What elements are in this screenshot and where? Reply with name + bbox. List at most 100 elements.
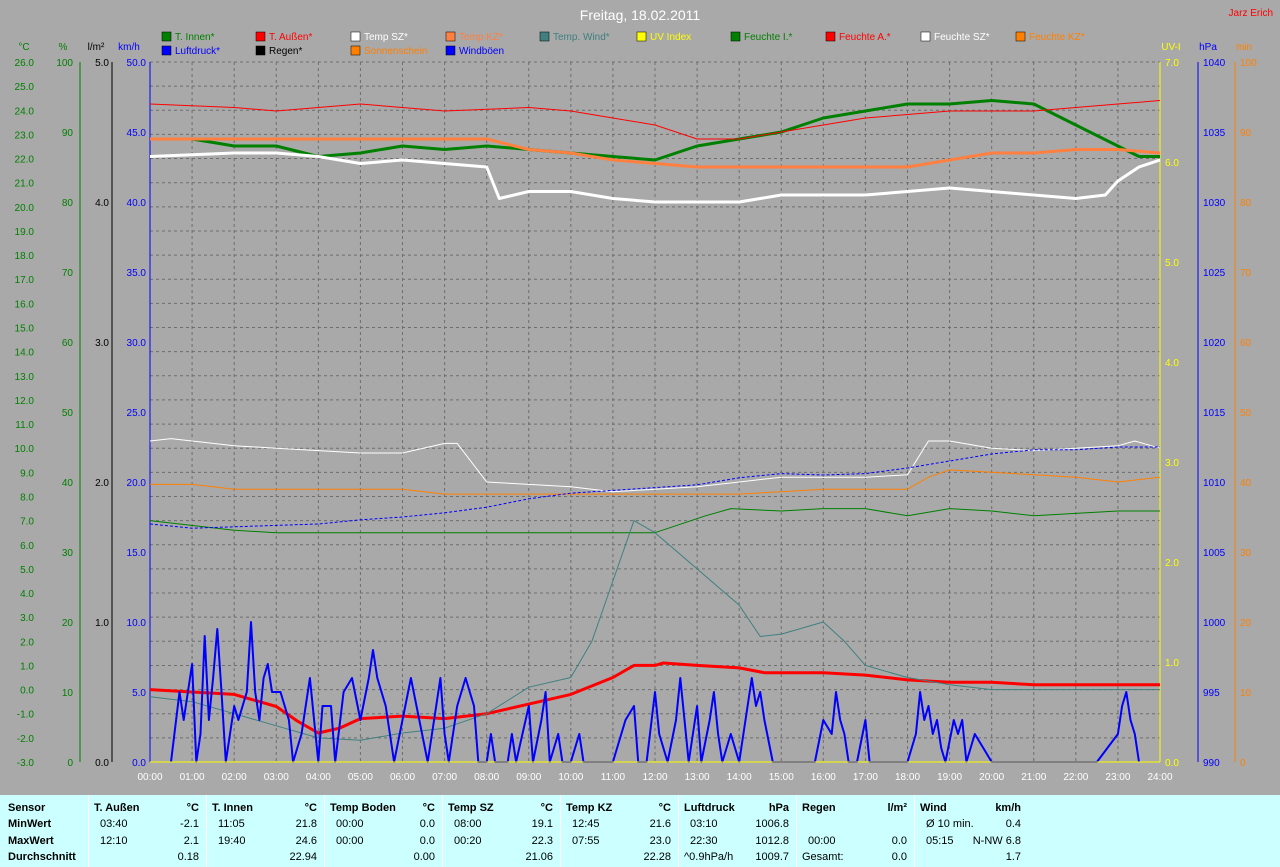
- stats-separator: [796, 795, 797, 867]
- stats-time: 12:45: [572, 818, 600, 830]
- temp-tick-label: 14.0: [15, 348, 35, 359]
- pressure-tick-label: 995: [1203, 688, 1220, 699]
- temp-tick-label: 24.0: [15, 106, 35, 117]
- chart-background: [0, 0, 1280, 795]
- time-tick-label: 16:00: [811, 772, 836, 783]
- wind-tick-label: 5.0: [132, 688, 146, 699]
- sun-tick-label: 20: [1240, 618, 1252, 629]
- temp-tick-label: 18.0: [15, 251, 35, 262]
- stats-value: 21.8: [295, 818, 317, 830]
- pressure-tick-label: 1025: [1203, 268, 1226, 279]
- time-tick-label: 08:00: [474, 772, 499, 783]
- stats-time: 22:30: [690, 835, 718, 847]
- uv-tick-label: 2.0: [1165, 558, 1179, 569]
- stats-value: 2.1: [183, 835, 199, 847]
- temp-tick-label: -3.0: [17, 758, 35, 769]
- humidity-tick-label: 0: [67, 758, 73, 769]
- stats-unit: °C: [304, 802, 317, 814]
- pressure-tick-label: 1010: [1203, 478, 1226, 489]
- stats-table: Sensor MinWert MaxWert Durchschnitt T. A…: [0, 795, 1280, 867]
- stats-total-label: Gesamt:: [802, 851, 844, 863]
- legend-label: Sonnenschein: [364, 46, 427, 57]
- stats-row-avg: Durchschnitt: [8, 851, 76, 863]
- pressure-tick-label: 1000: [1203, 618, 1226, 629]
- wind-tick-label: 50.0: [127, 58, 147, 69]
- stats-unit: hPa: [768, 802, 789, 814]
- stats-unit: °C: [186, 802, 199, 814]
- weather-chart: 26.0 25.0 24.0 23.0 22.0 21.0 20.0 19.0 18.0 17.0…: [0, 0, 1280, 795]
- stats-separator: [206, 795, 207, 867]
- series: [149, 99, 1161, 763]
- stats-time: 03:10: [690, 818, 718, 830]
- stats-time: 00:00: [336, 818, 364, 830]
- grid: [149, 61, 1161, 763]
- temp-tick-label: 25.0: [15, 82, 35, 93]
- uv-tick-label: 7.0: [1165, 58, 1179, 69]
- stats-header: Temp Boden: [330, 802, 396, 814]
- time-tick-label: 02:00: [222, 772, 247, 783]
- humidity-tick-label: 30: [62, 548, 74, 559]
- rain-tick-label: 4.0: [95, 198, 109, 209]
- stats-unit: °C: [540, 802, 553, 814]
- temp-tick-label: 3.0: [20, 613, 34, 624]
- wind-tick-label: 0.0: [132, 758, 146, 769]
- humidity-tick-label: 60: [62, 338, 74, 349]
- sun-tick-label: 40: [1240, 478, 1252, 489]
- legend-swatch: [825, 31, 836, 42]
- sun-tick-label: 10: [1240, 688, 1252, 699]
- pressure-tick-label: 1005: [1203, 548, 1226, 559]
- wind-tick-label: 45.0: [127, 128, 147, 139]
- stats-time: 07:55: [572, 835, 600, 847]
- rain-tick-label: 2.0: [95, 478, 109, 489]
- temp-tick-label: 17.0: [15, 275, 35, 286]
- time-tick-label: 03:00: [264, 772, 289, 783]
- humidity-tick-label: 70: [62, 268, 74, 279]
- temp-tick-label: 19.0: [15, 227, 35, 238]
- legend-label: T. Außen*: [269, 32, 312, 43]
- time-tick-label: 22:00: [1063, 772, 1088, 783]
- pressure-tick-label: 1035: [1203, 128, 1226, 139]
- pressure-tick-label: 1020: [1203, 338, 1226, 349]
- pressure-tick-label: 1030: [1203, 198, 1226, 209]
- stats-value: 23.0: [649, 835, 671, 847]
- humidity-tick-label: 50: [62, 408, 74, 419]
- humidity-tick-label: 90: [62, 128, 74, 139]
- time-tick-label: 24:00: [1147, 772, 1172, 783]
- series-line-feuchte-i: [150, 99, 1160, 162]
- stats-unit: °C: [422, 802, 435, 814]
- stats-value: 1009.7: [755, 851, 789, 863]
- stats-time: 11:05: [218, 818, 245, 830]
- stats-separator: [324, 795, 325, 867]
- temp-tick-label: 4.0: [20, 589, 34, 600]
- series-line-t-innen: [149, 508, 1160, 534]
- legend-swatch: [539, 31, 550, 42]
- sun-tick-label: 70: [1240, 268, 1252, 279]
- temp-tick-label: 15.0: [15, 324, 35, 335]
- humidity-tick-label: 100: [56, 58, 73, 69]
- stats-separator: [442, 795, 443, 867]
- legend-label: Luftdruck*: [175, 46, 220, 57]
- stats-value: 0.0: [419, 818, 435, 830]
- stats-value: 0.18: [177, 851, 199, 863]
- temp-tick-label: 26.0: [15, 58, 35, 69]
- series-line-feuchte-a: [149, 100, 1161, 140]
- temp-tick-label: -1.0: [17, 710, 35, 721]
- temp-tick-label: 8.0: [20, 492, 34, 503]
- legend-swatch: [255, 31, 266, 42]
- stats-time: 08:00: [454, 818, 482, 830]
- temp-tick-label: -2.0: [17, 734, 35, 745]
- uv-tick-label: 6.0: [1165, 158, 1179, 169]
- stats-value: 22.3: [531, 835, 553, 847]
- stats-value: 0.0: [891, 835, 907, 847]
- uv-tick-label: 5.0: [1165, 258, 1179, 269]
- stats-time: 00:00: [336, 835, 364, 847]
- legend-swatch: [445, 45, 456, 56]
- time-tick-label: 15:00: [769, 772, 794, 783]
- wind-tick-label: 25.0: [127, 408, 147, 419]
- time-tick-label: 00:00: [137, 772, 162, 783]
- humidity-unit: %: [59, 42, 68, 53]
- series-line-feuchte-kz: [150, 137, 1161, 169]
- stats-time: 12:10: [100, 835, 128, 847]
- temp-tick-label: 0.0: [20, 686, 34, 697]
- stats-value: 21.06: [525, 851, 553, 863]
